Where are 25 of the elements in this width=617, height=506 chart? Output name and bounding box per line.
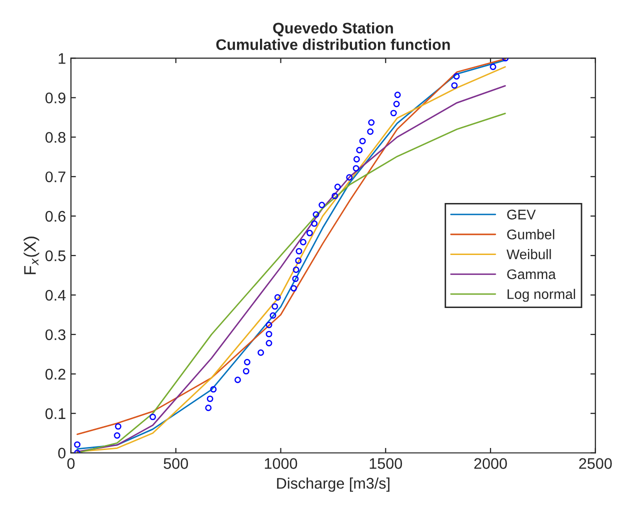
y-tick-label: 0.8	[45, 132, 66, 143]
y-tick-label: 0	[58, 448, 66, 459]
y-axis-title: F$_{x}$(X)	[24, 236, 40, 274]
x-axis-title: Discharge [m3/s]	[277, 478, 390, 492]
legend-label: Gumbel	[507, 229, 554, 240]
y-tick-label: 0.6	[45, 210, 66, 222]
legend-label: Log normal	[508, 288, 576, 302]
chart-title: Quevedo Station Cumulative distribution function	[216, 22, 450, 50]
y-tick-label: 1	[58, 53, 66, 64]
y-tick-label: 0.5	[45, 250, 66, 262]
x-tick-label: 0	[67, 458, 75, 469]
x-tick-label: 2500	[579, 458, 612, 469]
legend-label: Gamma	[507, 269, 556, 280]
y-tick-label: 0.4	[45, 290, 66, 301]
legend-label: Weibull	[506, 249, 551, 260]
y-tick-label: 0.2	[45, 368, 66, 380]
x-tick-label: 1500	[370, 458, 402, 469]
legend-label: GEV	[507, 210, 536, 220]
y-tick-label: 0.9	[45, 92, 66, 104]
x-tick-label: 2000	[474, 458, 507, 469]
x-tick-label: 500	[164, 458, 188, 469]
y-tick-label: 0.1	[45, 408, 66, 420]
x-tick-label: 1000	[264, 458, 298, 469]
y-tick-label: 0.3	[45, 329, 66, 340]
y-tick-label: 0.7	[45, 171, 66, 182]
